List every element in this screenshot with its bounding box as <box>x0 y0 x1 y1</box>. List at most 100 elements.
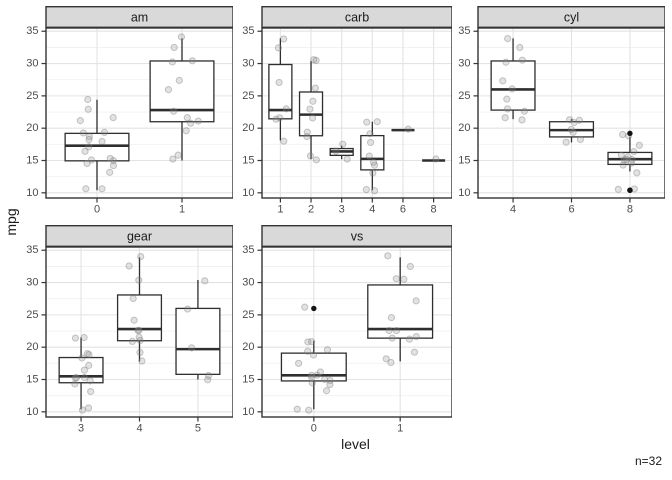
jitter-point <box>294 359 303 367</box>
jitter-point <box>313 371 321 379</box>
jitter-point <box>562 138 570 146</box>
jitter-point <box>308 374 316 382</box>
y-tick-label: 35 <box>26 25 38 37</box>
outlier-point <box>627 187 633 193</box>
jitter-point <box>71 334 80 342</box>
jitter-point <box>106 168 114 176</box>
jitter-point <box>282 105 290 113</box>
jitter-point <box>71 380 79 388</box>
x-tick-label: 1 <box>397 423 403 435</box>
y-tick-label: 35 <box>242 25 254 37</box>
facet-strip-label: vs <box>351 230 364 244</box>
facet-strip <box>45 225 233 248</box>
jitter-point <box>183 114 191 122</box>
boxplot-box <box>268 63 293 120</box>
jitter-point <box>80 373 89 382</box>
jitter-point <box>308 379 316 387</box>
y-tick-label: 25 <box>242 309 254 321</box>
jitter-point <box>272 115 280 123</box>
y-tick-label: 25 <box>458 90 470 102</box>
y-tick-label: 20 <box>26 122 38 134</box>
y-tick-label: 10 <box>458 187 470 199</box>
jitter-point <box>518 116 526 124</box>
jitter-point <box>305 406 313 414</box>
jitter-point <box>503 105 512 113</box>
jitter-point <box>635 141 643 149</box>
jitter-point <box>617 151 625 159</box>
jitter-point <box>406 262 414 271</box>
jitter-point <box>309 351 318 359</box>
jitter-point <box>84 95 92 104</box>
jitter-point <box>569 128 577 136</box>
jitter-point <box>312 56 320 64</box>
jitter-point <box>321 375 329 383</box>
jitter-point <box>275 78 283 87</box>
jitter-point <box>566 116 574 124</box>
jitter-point <box>188 57 196 65</box>
jitter-point <box>520 107 529 115</box>
y-tick-label: 20 <box>458 122 470 134</box>
facet-strip <box>45 6 233 29</box>
jitter-point <box>109 161 118 170</box>
facet-strip-label: carb <box>345 11 369 25</box>
boxplot-box <box>64 132 130 162</box>
jitter-point <box>388 334 396 342</box>
jitter-point <box>384 252 392 260</box>
jitter-point <box>322 387 331 395</box>
jitter-point <box>387 358 395 367</box>
outlier-point <box>627 130 633 137</box>
jitter-point <box>369 169 377 177</box>
jitter-point <box>84 105 92 113</box>
y-tick-label: 25 <box>242 90 254 102</box>
jitter-point <box>80 333 88 342</box>
jitter-point <box>187 344 196 352</box>
jitter-point <box>183 305 192 313</box>
jitter-point <box>303 128 311 136</box>
jitter-point <box>628 155 636 164</box>
jitter-point <box>128 337 136 345</box>
jitter-point <box>404 125 412 133</box>
jitter-point <box>175 76 183 84</box>
jitter-point <box>78 406 87 414</box>
facet-panel-cyl: cyl 10 15 20 25 30 35 4 6 8 <box>458 6 665 216</box>
jitter-point <box>576 135 585 144</box>
jitter-point <box>567 125 575 134</box>
x-tick-label: 1 <box>179 204 185 216</box>
y-tick-label: 15 <box>242 155 254 167</box>
jitter-point <box>508 85 516 93</box>
jitter-point <box>134 326 142 335</box>
jitter-point <box>86 377 94 385</box>
jitter-point <box>78 354 86 362</box>
jitter-point <box>326 376 334 385</box>
jitter-point <box>276 114 284 122</box>
y-tick-label: 10 <box>26 406 38 418</box>
x-tick-label: 3 <box>339 204 345 216</box>
jitter-point <box>400 275 408 283</box>
boxplot-box <box>58 356 104 384</box>
jitter-point <box>332 147 340 155</box>
y-tick-label: 25 <box>26 90 38 102</box>
jitter-point <box>135 326 143 334</box>
jitter-point <box>194 117 202 125</box>
jitter-point <box>85 350 93 359</box>
jitter-point <box>362 185 370 194</box>
x-tick-label: 4 <box>136 423 142 435</box>
sample-size-caption: n=32 <box>634 454 662 468</box>
y-tick-label: 10 <box>26 187 38 199</box>
jitter-point <box>182 127 190 135</box>
jitter-point <box>343 155 351 163</box>
y-tick-label: 20 <box>26 341 38 353</box>
x-tick-label: 5 <box>195 423 201 435</box>
jitter-point <box>387 314 396 322</box>
facet-strip <box>261 225 452 248</box>
jitter-point <box>170 43 178 52</box>
jitter-point <box>363 118 371 126</box>
y-tick-label: 25 <box>26 309 38 321</box>
x-tick-label: 8 <box>431 204 437 216</box>
jitter-point <box>504 34 512 43</box>
y-tick-label: 15 <box>458 155 470 167</box>
y-tick-label: 30 <box>458 58 470 70</box>
jitter-point <box>129 295 137 303</box>
jitter-point <box>503 95 511 103</box>
